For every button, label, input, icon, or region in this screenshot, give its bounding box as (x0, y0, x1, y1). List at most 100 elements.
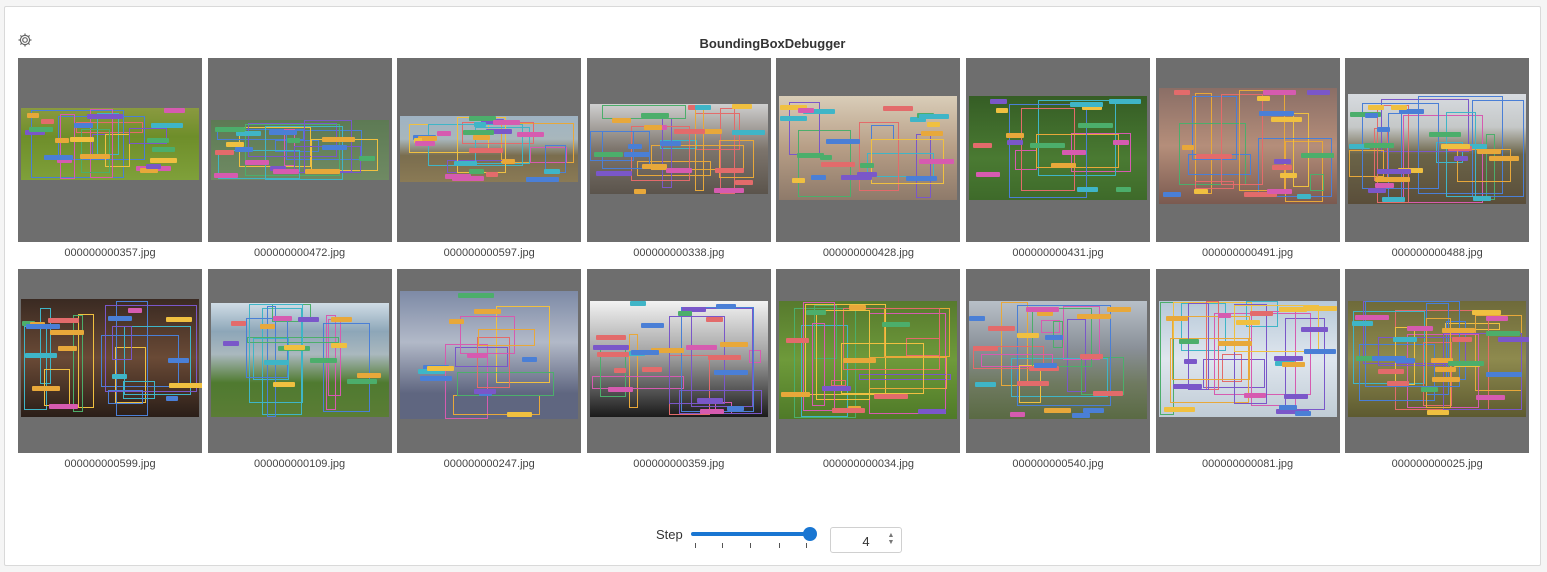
image-thumbnail[interactable] (1345, 58, 1530, 242)
bounding-box (1053, 321, 1063, 349)
box-label-tag (825, 138, 860, 144)
image-thumbnail[interactable] (1155, 58, 1340, 242)
box-label-tag (972, 346, 998, 352)
image-tile[interactable]: 000000000338.jpg (586, 58, 771, 259)
box-label-tag (781, 391, 811, 397)
image-tile[interactable]: 000000000431.jpg (966, 58, 1150, 259)
box-label-tag (1271, 165, 1293, 171)
box-label-tag (596, 170, 633, 176)
image-tile[interactable]: 000000000491.jpg (1155, 58, 1340, 259)
bounding-box (453, 394, 541, 415)
gear-icon[interactable] (17, 32, 33, 48)
bounding-box (1188, 302, 1210, 390)
image-thumbnail[interactable] (18, 58, 202, 242)
bounding-box-debugger-panel: BoundingBoxDebugger 000000000357.jpg 0000… (4, 6, 1541, 566)
annotated-image (210, 303, 389, 417)
image-tile[interactable]: 000000000488.jpg (1345, 58, 1530, 259)
image-thumbnail[interactable] (776, 269, 961, 453)
box-label-tag (1430, 358, 1453, 364)
box-label-tag (526, 176, 559, 182)
box-label-tag (1303, 305, 1338, 311)
box-label-tag (226, 142, 244, 148)
box-label-tag (1488, 155, 1520, 161)
image-thumbnail[interactable] (966, 269, 1150, 453)
bounding-box (1380, 98, 1470, 153)
box-label-tag (1082, 407, 1105, 413)
image-tile[interactable]: 000000000428.jpg (776, 58, 961, 259)
image-tile[interactable]: 000000000597.jpg (397, 58, 582, 259)
box-label-tag (1368, 187, 1386, 193)
image-filename: 000000000359.jpg (633, 458, 725, 470)
box-label-tag (1258, 111, 1295, 117)
box-label-tag (164, 108, 186, 114)
image-thumbnail[interactable] (207, 58, 392, 242)
image-thumbnail[interactable] (18, 269, 202, 453)
image-tile[interactable]: 000000000540.jpg (966, 269, 1150, 470)
box-label-tag (910, 117, 926, 123)
step-slider[interactable] (689, 527, 819, 553)
image-filename: 000000000081.jpg (1202, 458, 1294, 470)
annotated-image (1348, 94, 1527, 204)
box-label-tag (287, 138, 300, 144)
box-label-tag (215, 126, 245, 132)
bounding-box (858, 122, 899, 192)
image-filename: 000000000491.jpg (1202, 247, 1294, 259)
box-label-tag (715, 167, 744, 173)
bounding-box (1238, 90, 1285, 192)
box-label-tag (1071, 413, 1091, 419)
box-label-tag (1077, 123, 1114, 129)
box-label-tag (1472, 195, 1491, 201)
box-label-tag (988, 326, 1016, 332)
image-tile[interactable]: 000000000025.jpg (1345, 269, 1530, 470)
box-label-tag (677, 311, 693, 317)
image-tile[interactable]: 000000000357.jpg (18, 58, 202, 259)
box-label-tag (841, 175, 872, 181)
box-label-tag (685, 345, 717, 351)
bounding-box (108, 390, 144, 404)
image-thumbnail[interactable] (397, 58, 582, 242)
image-thumbnail[interactable] (1345, 269, 1530, 453)
annotated-image (589, 301, 768, 417)
image-tile[interactable]: 000000000247.jpg (397, 269, 582, 470)
image-thumbnail[interactable] (586, 58, 771, 242)
image-thumbnail[interactable] (207, 269, 392, 453)
box-label-tag (1282, 362, 1305, 368)
box-label-tag (918, 159, 955, 165)
image-thumbnail[interactable] (1155, 269, 1340, 453)
image-tile[interactable]: 000000000599.jpg (18, 269, 202, 470)
bounding-box (111, 325, 132, 361)
box-label-tag (128, 308, 142, 314)
bounding-box (1418, 95, 1504, 195)
box-label-tag (1399, 109, 1424, 115)
box-label-tag (321, 145, 348, 151)
box-label-tag (627, 144, 643, 150)
box-label-tag (1184, 358, 1198, 364)
panel-title: BoundingBoxDebugger (699, 36, 846, 51)
stepper-arrows-icon[interactable]: ▲ ▼ (887, 532, 895, 546)
bounding-box (592, 376, 684, 390)
box-label-tag (1257, 96, 1270, 102)
bounding-box (477, 336, 510, 389)
image-tile[interactable]: 000000000109.jpg (207, 269, 392, 470)
bounding-box (748, 350, 761, 364)
image-thumbnail[interactable] (586, 269, 771, 453)
box-label-tag (1300, 327, 1328, 333)
image-thumbnail[interactable] (966, 58, 1150, 242)
image-thumbnail[interactable] (776, 58, 961, 242)
image-tile[interactable]: 000000000081.jpg (1155, 269, 1340, 470)
slider-knob[interactable] (803, 527, 817, 541)
box-label-tag (1377, 369, 1404, 375)
box-label-tag (796, 153, 825, 159)
bounding-box (1376, 104, 1410, 204)
box-label-tag (166, 395, 179, 401)
image-tile[interactable]: 000000000034.jpg (776, 269, 961, 470)
box-label-tag (714, 187, 745, 193)
image-tile[interactable]: 000000000359.jpg (586, 269, 771, 470)
box-label-tag (467, 352, 487, 358)
box-label-tag (1164, 407, 1196, 413)
box-label-tag (972, 142, 992, 148)
box-label-tag (681, 306, 706, 312)
image-tile[interactable]: 000000000472.jpg (207, 58, 392, 259)
image-thumbnail[interactable] (397, 269, 582, 453)
step-number-input[interactable]: 4 ▲ ▼ (830, 527, 902, 553)
